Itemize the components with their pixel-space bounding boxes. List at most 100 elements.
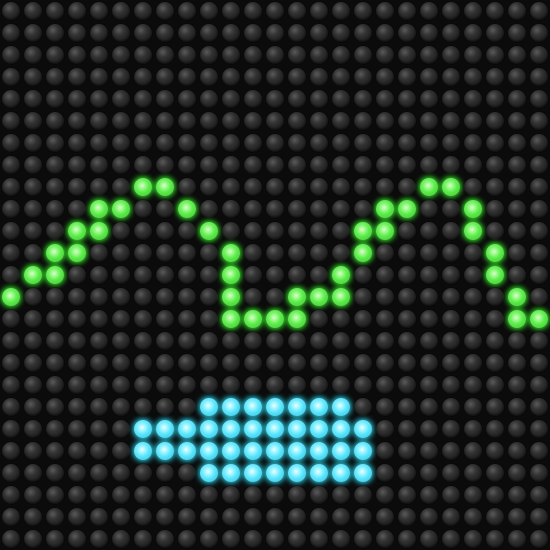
led-cyan-lit <box>243 419 262 438</box>
led-off <box>155 529 174 548</box>
led-off <box>507 353 526 372</box>
led-off <box>133 23 152 42</box>
led-off <box>287 199 306 218</box>
led-off <box>507 419 526 438</box>
led-off <box>111 419 130 438</box>
led-off <box>397 353 416 372</box>
led-off <box>441 353 460 372</box>
led-off <box>485 331 504 350</box>
led-green-lit <box>67 243 86 262</box>
led-off <box>45 507 64 526</box>
led-off <box>507 89 526 108</box>
led-off <box>155 133 174 152</box>
led-off <box>375 1 394 20</box>
led-off <box>331 23 350 42</box>
led-off <box>111 529 130 548</box>
led-off <box>485 353 504 372</box>
led-off <box>243 1 262 20</box>
led-off <box>133 1 152 20</box>
led-off <box>375 155 394 174</box>
led-off <box>89 89 108 108</box>
led-off <box>485 155 504 174</box>
led-off <box>507 331 526 350</box>
led-green-lit <box>23 265 42 284</box>
led-off <box>287 485 306 504</box>
led-off <box>287 1 306 20</box>
led-off <box>529 199 548 218</box>
led-off <box>67 485 86 504</box>
led-off <box>353 485 372 504</box>
led-off <box>221 529 240 548</box>
led-off <box>441 265 460 284</box>
led-off <box>287 353 306 372</box>
led-off <box>463 507 482 526</box>
led-off <box>155 221 174 240</box>
led-off <box>67 441 86 460</box>
led-off <box>441 111 460 130</box>
led-off <box>67 419 86 438</box>
led-off <box>133 199 152 218</box>
led-off <box>265 375 284 394</box>
led-off <box>177 111 196 130</box>
led-off <box>89 375 108 394</box>
led-off <box>111 111 130 130</box>
led-off <box>1 507 20 526</box>
led-off <box>1 155 20 174</box>
led-off <box>375 177 394 196</box>
led-off <box>67 155 86 174</box>
led-off <box>1 529 20 548</box>
led-cyan-lit <box>309 419 328 438</box>
led-off <box>375 67 394 86</box>
led-off <box>485 287 504 306</box>
led-off <box>1 221 20 240</box>
led-off <box>331 89 350 108</box>
led-off <box>23 67 42 86</box>
led-off <box>45 67 64 86</box>
led-cyan-lit <box>331 441 350 460</box>
led-off <box>309 507 328 526</box>
led-off <box>441 507 460 526</box>
led-off <box>45 529 64 548</box>
led-cyan-lit <box>353 441 372 460</box>
led-off <box>23 353 42 372</box>
led-off <box>507 23 526 42</box>
led-off <box>375 353 394 372</box>
led-off <box>199 529 218 548</box>
led-off <box>133 485 152 504</box>
led-off <box>265 23 284 42</box>
led-off <box>45 485 64 504</box>
led-off <box>397 529 416 548</box>
led-off <box>67 529 86 548</box>
led-off <box>309 111 328 130</box>
led-off <box>89 23 108 42</box>
led-off <box>375 441 394 460</box>
led-off <box>221 221 240 240</box>
led-cyan-lit <box>221 419 240 438</box>
led-off <box>375 45 394 64</box>
led-off <box>133 67 152 86</box>
led-off <box>309 485 328 504</box>
led-off <box>265 529 284 548</box>
led-off <box>155 507 174 526</box>
led-off <box>397 441 416 460</box>
led-off <box>331 331 350 350</box>
led-off <box>397 309 416 328</box>
led-off <box>419 507 438 526</box>
led-off <box>177 353 196 372</box>
led-off <box>45 331 64 350</box>
led-off <box>419 331 438 350</box>
led-off <box>309 67 328 86</box>
led-off <box>243 287 262 306</box>
led-off <box>155 287 174 306</box>
led-green-lit <box>441 177 460 196</box>
led-off <box>67 133 86 152</box>
led-off <box>265 89 284 108</box>
led-off <box>485 89 504 108</box>
led-off <box>155 353 174 372</box>
led-off <box>155 155 174 174</box>
led-off <box>485 23 504 42</box>
led-off <box>485 507 504 526</box>
led-off <box>23 287 42 306</box>
led-off <box>375 331 394 350</box>
led-green-lit <box>221 243 240 262</box>
